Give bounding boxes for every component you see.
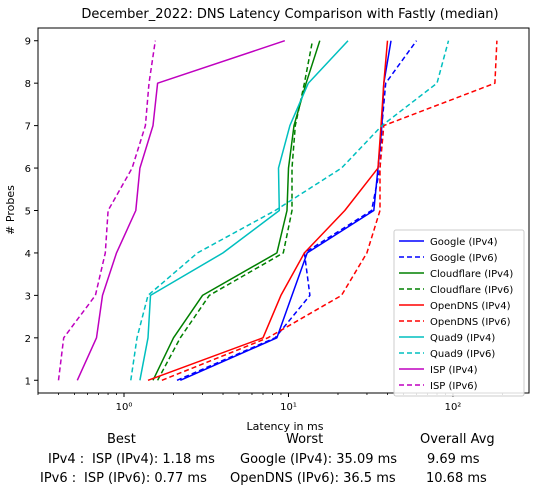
x-tick-label: 10⁰: [116, 402, 133, 413]
legend-entry-label: Google (IPv4): [430, 237, 498, 248]
x-tick-label: 10¹: [280, 402, 297, 413]
y-tick-label: 4: [25, 249, 31, 260]
y-tick-label: 2: [25, 334, 31, 345]
x-axis-label: Latency in ms: [247, 420, 324, 433]
y-tick-label: 6: [25, 164, 31, 175]
legend-entry-label: Cloudflare (IPv4): [430, 269, 513, 280]
legend-entry-label: Quad9 (IPv6): [430, 349, 495, 360]
series-line-cloudflare-ipv4: [152, 40, 321, 381]
ipv4-worst-value: Google (IPv4): 35.09 ms: [240, 452, 398, 467]
best-header: Best: [107, 432, 136, 447]
legend-entry-label: OpenDNS (IPv6): [430, 317, 511, 328]
ipv4-row-label: IPv4 :: [48, 452, 85, 467]
chart-title: December_2022: DNS Latency Comparison wi…: [81, 7, 498, 22]
series-line-opendns-ipv4: [147, 40, 389, 382]
legend: Google (IPv4) Google (IPv6) Cloudflare (IP…: [393, 229, 525, 397]
y-tick-label: 5: [25, 207, 31, 218]
series-layer: [57, 39, 498, 382]
legend-box: [393, 229, 525, 397]
y-tick-label: 1: [25, 376, 31, 387]
y-tick-label: 7: [25, 122, 31, 133]
y-tick-label: 3: [25, 291, 31, 302]
series-line-quad9-ipv6: [130, 40, 450, 381]
legend-entry-label: OpenDNS (IPv4): [430, 301, 511, 312]
ipv6-row-label: IPv6 :: [40, 471, 77, 486]
overall-avg-header: Overall Avg: [420, 432, 495, 447]
legend-entry-label: ISP (IPv4): [430, 365, 478, 376]
series-line-opendns-ipv6: [161, 40, 498, 381]
ipv4-avg-value: 9.69 ms: [427, 452, 480, 467]
y-tick-label: 9: [25, 37, 31, 48]
series-line-google-ipv6: [176, 40, 418, 381]
legend-entry-label: ISP (IPv6): [430, 381, 478, 392]
legend-entry-label: Quad9 (IPv4): [430, 333, 495, 344]
legend-entry-label: Cloudflare (IPv6): [430, 285, 513, 296]
series-line-isp-ipv4: [76, 39, 286, 381]
series-line-google-ipv4: [179, 40, 392, 381]
axis-layer: 1 2 3 4 5 6 7 8 9 10⁰ 10¹ 10²: [25, 37, 503, 413]
series-line-quad9-ipv4: [139, 40, 349, 381]
y-axis-label: # Probes: [4, 185, 17, 235]
series-line-isp-ipv6: [57, 40, 157, 381]
ipv4-best-value: ISP (IPv4): 1.18 ms: [92, 452, 215, 467]
ipv6-worst-value: OpenDNS (IPv6): 36.5 ms: [230, 471, 396, 486]
legend-entry-label: Google (IPv6): [430, 253, 498, 264]
series-line-cloudflare-ipv6: [156, 40, 314, 381]
worst-header: Worst: [286, 432, 324, 447]
ipv6-avg-value: 10.68 ms: [426, 471, 487, 486]
ipv6-best-value: ISP (IPv6): 0.77 ms: [84, 471, 207, 486]
x-tick-label: 10²: [445, 402, 462, 413]
y-tick-label: 8: [25, 79, 31, 90]
